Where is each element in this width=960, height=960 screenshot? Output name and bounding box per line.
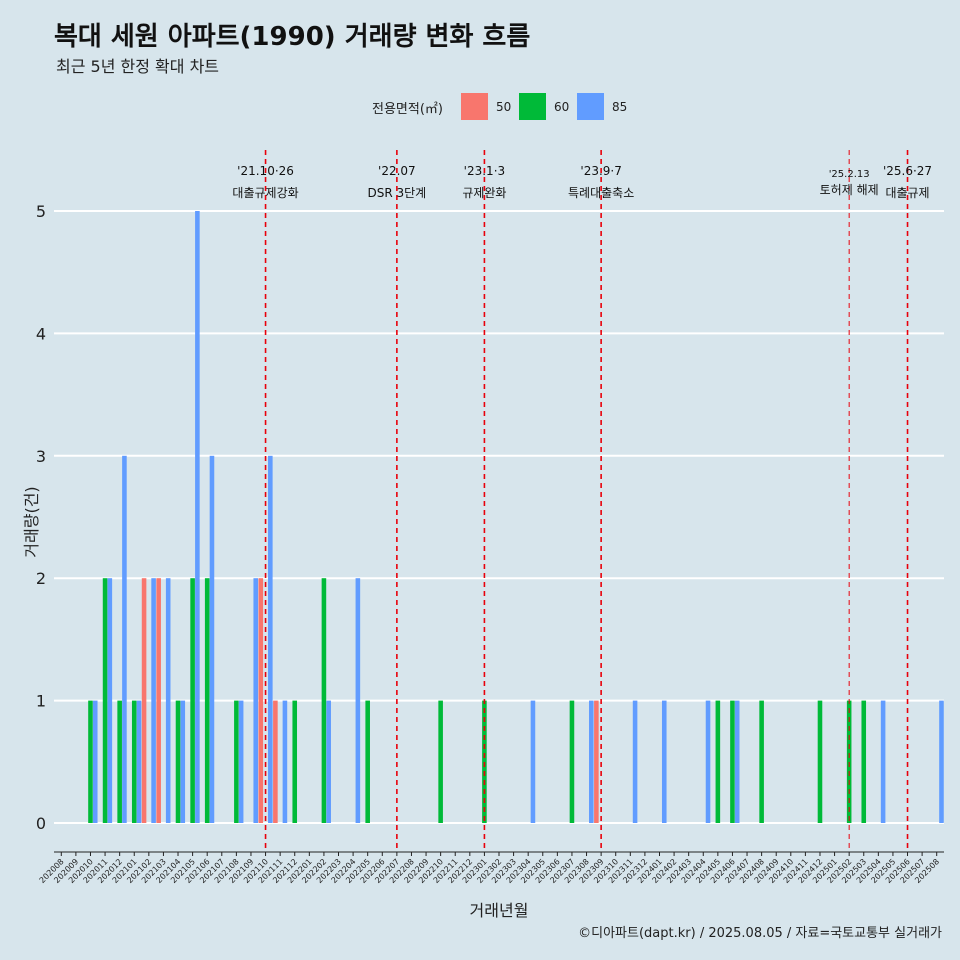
event-date-1: '22.07: [378, 164, 416, 178]
bar-85-202012: [122, 455, 127, 823]
event-date-5: '25.6·27: [883, 164, 932, 178]
legend-key-60: [519, 93, 546, 120]
y-tick-label: 5: [36, 202, 46, 221]
event-label-4: 토허제 해제: [820, 183, 879, 197]
bar-60-202503: [861, 700, 867, 823]
event-label-2: 규제완화: [462, 186, 506, 200]
event-label-1: DSR 3단계: [368, 186, 427, 200]
bar-85-202304: [530, 700, 536, 823]
chart-title: 복대 세원 아파트(1990) 거래량 변화 흐름: [54, 22, 531, 52]
bar-60-202104: [175, 700, 181, 823]
bar-85-202404: [705, 700, 711, 823]
y-tick-label: 1: [36, 692, 46, 711]
bar-60-202012: [117, 700, 122, 823]
bar-60-202502: [846, 700, 852, 823]
y-tick-label: 0: [36, 814, 46, 833]
source-caption: ©디아파트(dapt.kr) / 2025.08.05 / 자료=국토교통부 실…: [578, 926, 942, 941]
bar-85-202311: [632, 700, 638, 823]
bar-85-202010: [92, 700, 98, 823]
legend-key-85: [577, 93, 604, 120]
bar-60-202101: [131, 700, 137, 823]
bar-60-202408: [759, 700, 764, 823]
bar-60-202011: [102, 578, 108, 823]
bar-60-202105: [190, 578, 195, 823]
bar-85-202202: [326, 700, 331, 823]
bar-85-202504: [880, 700, 886, 823]
bar-60-202307: [569, 700, 575, 823]
bar-60-202108: [234, 700, 239, 823]
y-tick-label: 3: [36, 447, 46, 466]
bar-50-202110: [258, 578, 264, 823]
bar-85-202101: [136, 700, 142, 823]
bar-85-202204: [355, 578, 361, 823]
event-date-2: '23.1·3: [464, 164, 505, 178]
legend-label-50: 50: [496, 100, 512, 114]
bar-60-202405: [715, 700, 721, 823]
event-date-0: '21.10·26: [237, 164, 294, 178]
event-label-5: 대출규제: [885, 186, 929, 200]
chart-subtitle: 최근 5년 한정 확대 차트: [56, 57, 220, 76]
bar-85-202103: [165, 578, 171, 823]
bar-50-202111: [273, 700, 278, 823]
bar-60-202112: [292, 700, 298, 823]
y-tick-label: 2: [36, 569, 46, 588]
bar-85-202110: [268, 455, 273, 823]
bar-60-202412: [817, 700, 823, 823]
bar-60-202106: [204, 578, 210, 823]
bar-85-202308: [589, 700, 594, 823]
legend: 전용면적(㎡) 50 60 85: [0, 92, 960, 122]
bar-85-202406: [734, 700, 740, 823]
bar-50-202309: [594, 700, 599, 823]
bar-85-202105: [195, 211, 200, 823]
bar-60-202202: [321, 578, 327, 823]
bar-50-202102: [141, 578, 147, 823]
legend-title: 전용면적(㎡): [372, 102, 443, 117]
legend-label-85: 85: [612, 100, 628, 114]
bar-85-202508: [939, 700, 944, 823]
event-date-3: '23.9·7: [580, 164, 621, 178]
legend-key-50: [461, 93, 488, 120]
y-tick-label: 4: [36, 324, 46, 343]
bar-85-202401: [661, 700, 667, 823]
event-date-4: '25.2.13: [829, 169, 870, 180]
bar-85-202104: [180, 700, 186, 823]
bar-85-202011: [107, 578, 113, 823]
bar-60-202210: [438, 700, 443, 823]
legend-label-60: 60: [554, 100, 570, 114]
bar-85-202111: [282, 700, 288, 823]
event-label-0: 대출규제강화: [232, 186, 298, 200]
bar-60-202406: [730, 700, 735, 823]
bar-85-202102: [151, 578, 156, 823]
event-label-3: 특례대출축소: [568, 186, 634, 200]
bar-85-202106: [209, 455, 215, 823]
bar-85-202108: [238, 700, 244, 823]
y-axis-title: 거래량(건): [22, 486, 41, 558]
x-axis-title: 거래년월: [469, 901, 529, 920]
y-axis-title-wrap: 거래량(건): [10, 470, 50, 570]
bar-60-202301: [482, 700, 487, 823]
bar-60-202205: [365, 700, 370, 823]
bar-60-202010: [88, 700, 93, 823]
bar-50-202103: [156, 578, 161, 823]
bar-85-202109: [253, 578, 259, 823]
